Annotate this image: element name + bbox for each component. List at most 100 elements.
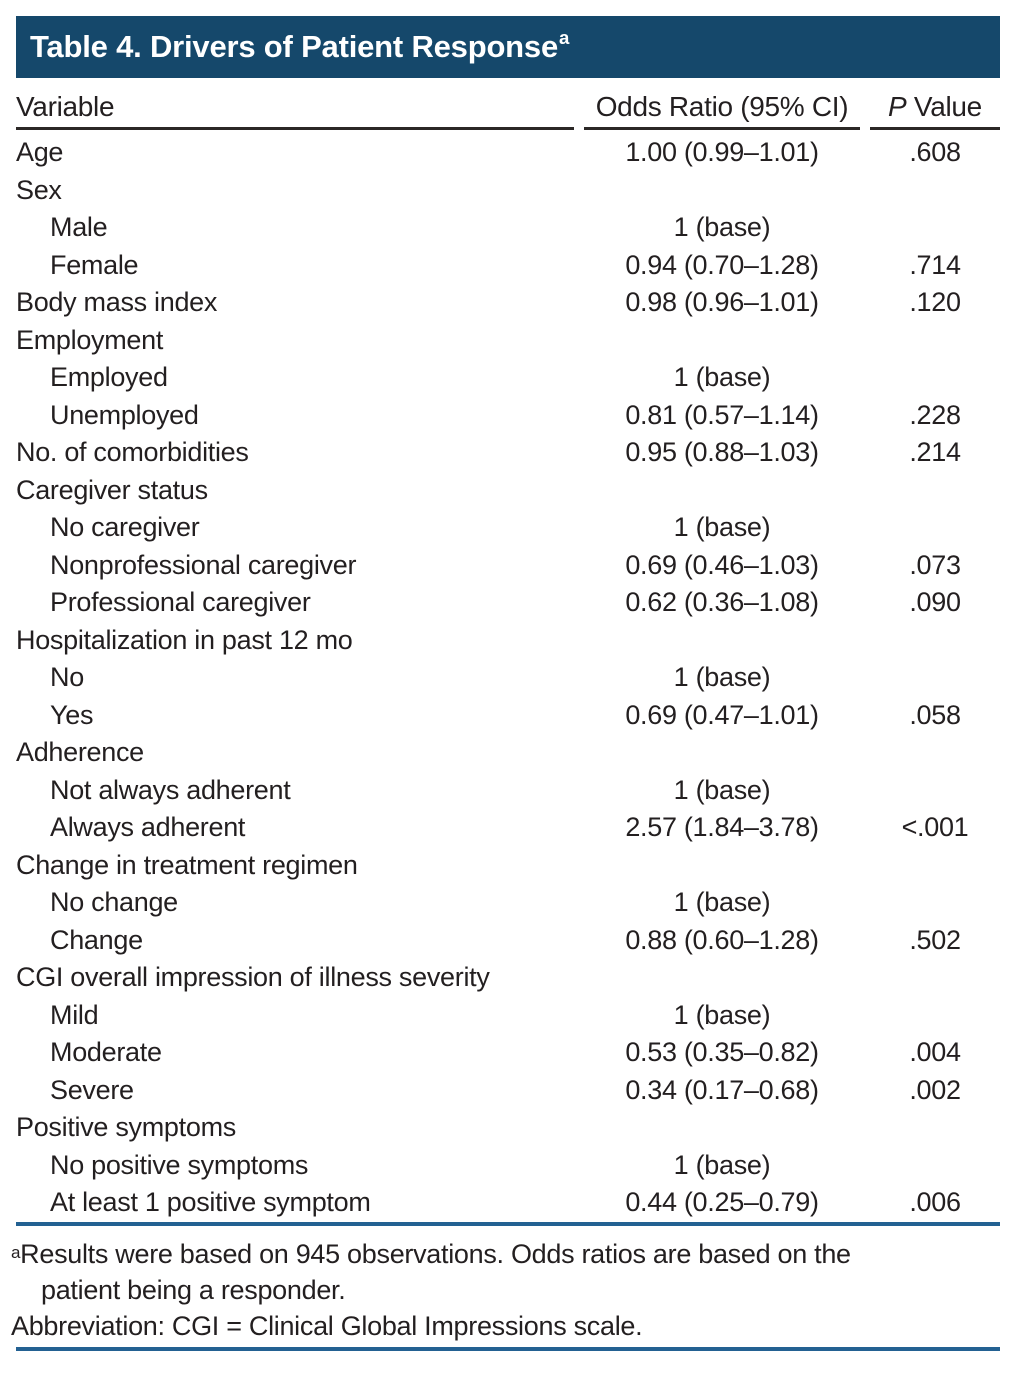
table-row: Body mass index 0.98 (0.96–1.01) .120 [16,284,1000,322]
table-footnotes: aResults were based on 945 observations.… [11,1236,1000,1344]
table-row: No caregiver 1 (base) [16,509,1000,547]
table-row: Positive symptoms [16,1109,1000,1147]
row-variable-label: Employed [50,362,168,393]
row-variable-label: Always adherent [50,812,246,843]
row-variable-label: Positive symptoms [16,1112,236,1143]
row-variable-label: No. of comorbidities [16,437,249,468]
row-variable-label: Adherence [16,737,144,768]
row-odds-ratio-value: 0.69 (0.47–1.01) [625,699,819,730]
row-odds-ratio-value: 1 (base) [673,512,771,543]
row-p-value: .073 [909,549,961,580]
row-variable-label: Change [50,924,143,955]
row-p-value: .004 [909,1037,961,1068]
row-p-value: .608 [909,137,961,168]
table-row: Moderate 0.53 (0.35–0.82) .004 [16,1034,1000,1072]
row-variable-label: Unemployed [50,399,199,430]
table-row: No 1 (base) [16,659,1000,697]
table-header-row: Variable Odds Ratio (95% CI) P Value [16,90,1000,130]
table-body: Age 1.00 (0.99–1.01) .608 Sex Male 1 (base) Fe… [16,130,1000,1222]
table-title: Table 4. Drivers of Patient Responsea [30,27,570,64]
row-odds-ratio-value: 0.94 (0.70–1.28) [625,249,819,280]
row-p-value: .058 [909,699,961,730]
row-p-value: .090 [909,587,961,618]
row-odds-ratio-value: 1 (base) [673,999,771,1030]
table-title-bar: Table 4. Drivers of Patient Responsea [16,16,1000,78]
footnote-a-marker: a [11,1242,21,1262]
column-header-variable: Variable [16,90,574,130]
row-variable-label: Male [50,212,108,243]
row-p-value: .228 [909,399,961,430]
footnote-a-line-1: aResults were based on 945 observations.… [11,1238,851,1269]
row-odds-ratio-value: 0.95 (0.88–1.03) [625,437,819,468]
row-odds-ratio-value: 0.34 (0.17–0.68) [625,1074,819,1105]
table-row: Hospitalization in past 12 mo [16,622,1000,660]
table-row: Yes 0.69 (0.47–1.01) .058 [16,697,1000,735]
row-variable-label: Not always adherent [50,774,291,805]
table-row: Caregiver status [16,472,1000,510]
row-odds-ratio-value: 0.98 (0.96–1.01) [625,287,819,318]
row-variable-label: Sex [16,174,62,205]
table-row: Sex [16,172,1000,210]
table-row: Female 0.94 (0.70–1.28) .714 [16,247,1000,285]
row-variable-label: No change [50,887,178,918]
row-variable-label: Yes [50,699,94,730]
row-variable-label: Nonprofessional caregiver [50,549,357,580]
row-odds-ratio-value: 0.81 (0.57–1.14) [625,399,819,430]
table-row: Always adherent 2.57 (1.84–3.78) <.001 [16,809,1000,847]
row-odds-ratio-value: 1 (base) [673,362,771,393]
row-odds-ratio-value: 1.00 (0.99–1.01) [625,137,819,168]
row-variable-label: Age [16,137,64,168]
table-row: Nonprofessional caregiver 0.69 (0.46–1.03… [16,547,1000,585]
row-odds-ratio-value: 1 (base) [673,887,771,918]
row-variable-label: Severe [50,1074,134,1105]
table-title-footnote-marker: a [559,27,570,48]
row-odds-ratio-value: 0.53 (0.35–0.82) [625,1037,819,1068]
row-variable-label: Caregiver status [16,474,208,505]
table-row: At least 1 positive symptom 0.44 (0.25–0.… [16,1184,1000,1222]
table-row: CGI overall impression of illness severi… [16,959,1000,997]
table-4-drivers-of-patient-response: Table 4. Drivers of Patient Responsea Va… [11,16,1000,1351]
table-row: No. of comorbidities 0.95 (0.88–1.03) .214 [16,434,1000,472]
footnote-a-line-2: patient being a responder. [41,1274,346,1305]
row-variable-label: At least 1 positive symptom [50,1187,371,1218]
divider-bottom [16,1346,1000,1351]
footnote-abbreviation: Abbreviation: CGI = Clinical Global Impr… [11,1310,643,1341]
table-row: Not always adherent 1 (base) [16,772,1000,810]
row-variable-label: No positive symptoms [50,1149,309,1180]
row-odds-ratio-value: 2.57 (1.84–3.78) [625,812,819,843]
row-variable-label: Employment [16,324,164,355]
row-odds-ratio-value: 0.88 (0.60–1.28) [625,924,819,955]
table-row: Employment [16,322,1000,360]
column-header-odds-ratio: Odds Ratio (95% CI) [584,90,860,130]
table-row: No positive symptoms 1 (base) [16,1147,1000,1185]
table-row: No change 1 (base) [16,884,1000,922]
row-odds-ratio-value: 0.69 (0.46–1.03) [625,549,819,580]
row-variable-label: Body mass index [16,287,218,318]
table-row: Severe 0.34 (0.17–0.68) .002 [16,1072,1000,1110]
row-variable-label: No [50,662,84,693]
row-odds-ratio-value: 1 (base) [673,662,771,693]
row-odds-ratio-value: 1 (base) [673,1149,771,1180]
column-header-p-value: P Value [870,90,1000,130]
row-p-value: .120 [909,287,961,318]
table-row: Adherence [16,734,1000,772]
table-row: Professional caregiver 0.62 (0.36–1.08) .0… [16,584,1000,622]
row-variable-label: Change in treatment regimen [16,849,358,880]
row-p-value: .002 [909,1074,961,1105]
table-row: Age 1.00 (0.99–1.01) .608 [16,134,1000,172]
row-odds-ratio-value: 0.62 (0.36–1.08) [625,587,819,618]
row-variable-label: No caregiver [50,512,200,543]
row-variable-label: Professional caregiver [50,587,311,618]
row-variable-label: Moderate [50,1037,162,1068]
table-row: Employed 1 (base) [16,359,1000,397]
row-p-value: .006 [909,1187,961,1218]
row-p-value: .714 [909,249,961,280]
row-p-value: <.001 [901,812,969,843]
row-variable-label: Female [50,249,139,280]
row-variable-label: Hospitalization in past 12 mo [16,624,353,655]
row-p-value: .214 [909,437,961,468]
table-row: Male 1 (base) [16,209,1000,247]
row-variable-label: CGI overall impression of illness severi… [16,962,490,993]
table-row: Mild 1 (base) [16,997,1000,1035]
row-odds-ratio-value: 1 (base) [673,212,771,243]
